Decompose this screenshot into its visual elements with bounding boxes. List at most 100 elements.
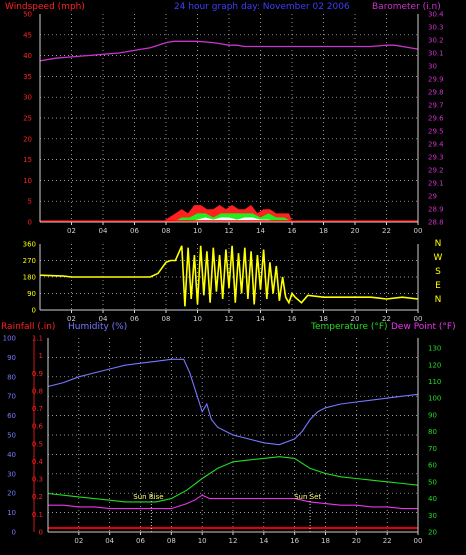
- temperature-y-tick-label: 80: [428, 428, 437, 436]
- rainfall-y-tick-label: 1.1: [32, 335, 43, 343]
- x-tick-label: 12: [225, 315, 234, 323]
- barometer-y-tick-label: 29.9: [428, 76, 444, 84]
- rainfall-y-tick-label: 0.2: [32, 493, 43, 501]
- x-tick-label: 04: [99, 227, 108, 235]
- rainfall-y-tick-label: 0.5: [32, 440, 43, 448]
- temperature-label: Temperature (°F): [310, 322, 388, 332]
- wind-y-tick-label: 5: [28, 198, 32, 206]
- humidity-label: Humidity (%): [68, 322, 127, 332]
- x-tick-label: 14: [259, 537, 268, 545]
- x-tick-label: 02: [67, 315, 76, 323]
- wind-y-tick-label: 20: [23, 135, 32, 143]
- x-tick-label: 04: [99, 315, 108, 323]
- x-tick-label: 12: [229, 537, 238, 545]
- barometer-y-tick-label: 30.4: [428, 11, 444, 19]
- humidity-temperature-panel: Sun Rise Sun Set010203040506070809010000.…: [3, 335, 442, 546]
- x-tick-label: 18: [319, 227, 328, 235]
- x-tick-label: 08: [167, 537, 176, 545]
- rainfall-y-tick-label: 0.3: [32, 476, 43, 484]
- temperature-line: [47, 456, 419, 503]
- barometer-y-tick-label: 29.1: [428, 180, 444, 188]
- temperature-y-tick-label: 70: [428, 445, 437, 453]
- humidity-y-tick-label: 90: [7, 354, 16, 362]
- barometer-y-tick-label: 30.3: [428, 24, 444, 32]
- x-tick-label: 10: [198, 537, 207, 545]
- direction-y-tick-label: 0: [32, 307, 36, 315]
- temperature-y-tick-label: 60: [428, 462, 437, 470]
- sunrise-label: Sun Rise: [133, 493, 163, 501]
- x-tick-label: 20: [351, 227, 360, 235]
- wind-barometer-panel: 0 5 10 15 20 25 30 35 40 45 50 28.8 28.9 29 29.1 29.2 29…: [23, 11, 444, 236]
- x-tick-label: 06: [130, 227, 139, 235]
- rainfall-y-tick-label: 0.8: [32, 387, 43, 395]
- rainfall-y-tick-label: 0.9: [32, 370, 43, 378]
- humidity-y-tick-label: 50: [7, 432, 16, 440]
- x-tick-label: 02: [67, 227, 76, 235]
- x-tick-label: 20: [352, 537, 361, 545]
- temperature-y-tick-label: 40: [428, 495, 437, 503]
- barometer-y-tick-label: 29.8: [428, 89, 444, 97]
- barometer-y-tick-label: 29.4: [428, 141, 444, 149]
- x-tick-label: 18: [319, 315, 328, 323]
- rainfall-label: Rainfall (.in): [1, 322, 55, 332]
- temperature-y-tick-label: 20: [428, 529, 437, 537]
- x-tick-label: 16: [290, 537, 299, 545]
- compass-label: N: [435, 295, 442, 305]
- temperature-y-tick-label: 100: [428, 395, 441, 403]
- rainfall-y-tick-label: 0.4: [32, 458, 44, 466]
- temperature-y-tick-label: 50: [428, 478, 437, 486]
- x-tick-label: 22: [383, 537, 392, 545]
- barometer-y-tick-label: 29.5: [428, 128, 444, 136]
- wind-y-tick-label: 45: [23, 31, 32, 39]
- x-tick-label: 06: [130, 315, 139, 323]
- humidity-y-tick-label: 100: [3, 335, 16, 343]
- barometer-y-tick-label: 28.8: [428, 219, 444, 227]
- direction-y-tick-label: 180: [23, 274, 36, 282]
- wind-y-tick-label: 15: [23, 156, 32, 164]
- temperature-y-tick-label: 110: [428, 378, 441, 386]
- wind-y-tick-label: 50: [23, 11, 32, 19]
- x-tick-label: 22: [382, 227, 391, 235]
- sunset-label: Sun Set: [294, 493, 321, 501]
- humidity-y-tick-label: 10: [7, 509, 16, 517]
- barometer-y-tick-label: 30.2: [428, 37, 444, 45]
- rainfall-y-tick-label: 0.6: [32, 423, 44, 431]
- wind-direction-line: [39, 245, 419, 307]
- x-tick-label: 14: [256, 227, 265, 235]
- wind-y-tick-label: 35: [23, 73, 32, 81]
- wind-y-tick-label: 0: [28, 219, 32, 227]
- rainfall-y-tick-label: 0: [39, 529, 43, 537]
- barometer-y-tick-label: 29.6: [428, 115, 444, 123]
- temperature-y-tick-label: 120: [428, 361, 441, 369]
- windspeed-label: Windspeed (mph): [5, 2, 85, 12]
- barometer-y-tick-label: 29.7: [428, 102, 444, 110]
- x-tick-label: 12: [225, 227, 234, 235]
- rainfall-y-tick-label: 0.7: [32, 405, 43, 413]
- x-tick-label: 02: [74, 537, 83, 545]
- barometer-line: [39, 40, 419, 62]
- wind-y-tick-label: 30: [23, 94, 32, 102]
- wind-y-tick-label: 10: [23, 177, 32, 185]
- x-tick-label: 08: [162, 315, 171, 323]
- x-tick-label: 22: [382, 315, 391, 323]
- humidity-y-tick-label: 60: [7, 412, 16, 420]
- barometer-y-tick-label: 29: [428, 193, 437, 201]
- humidity-y-tick-label: 20: [7, 490, 16, 498]
- temperature-y-tick-label: 90: [428, 411, 437, 419]
- humidity-line: [47, 358, 419, 446]
- chart-title: 24 hour graph day: November 02 2006: [174, 2, 350, 12]
- x-tick-label: 00: [414, 315, 423, 323]
- barometer-label: Barometer (i.n): [372, 2, 441, 12]
- barometer-y-tick-label: 30: [428, 63, 437, 71]
- compass-label: S: [435, 267, 441, 277]
- x-tick-label: 20: [351, 315, 360, 323]
- dewpoint-label: Dew Point (°F): [391, 322, 456, 332]
- x-tick-label: 00: [414, 227, 423, 235]
- compass-label: W: [434, 253, 443, 263]
- x-tick-label: 10: [193, 315, 202, 323]
- x-tick-label: 16: [288, 227, 297, 235]
- barometer-y-tick-label: 28.9: [428, 206, 444, 214]
- x-tick-label: 04: [105, 537, 114, 545]
- temperature-y-tick-label: 130: [428, 345, 441, 353]
- dew-point-line: [48, 494, 418, 510]
